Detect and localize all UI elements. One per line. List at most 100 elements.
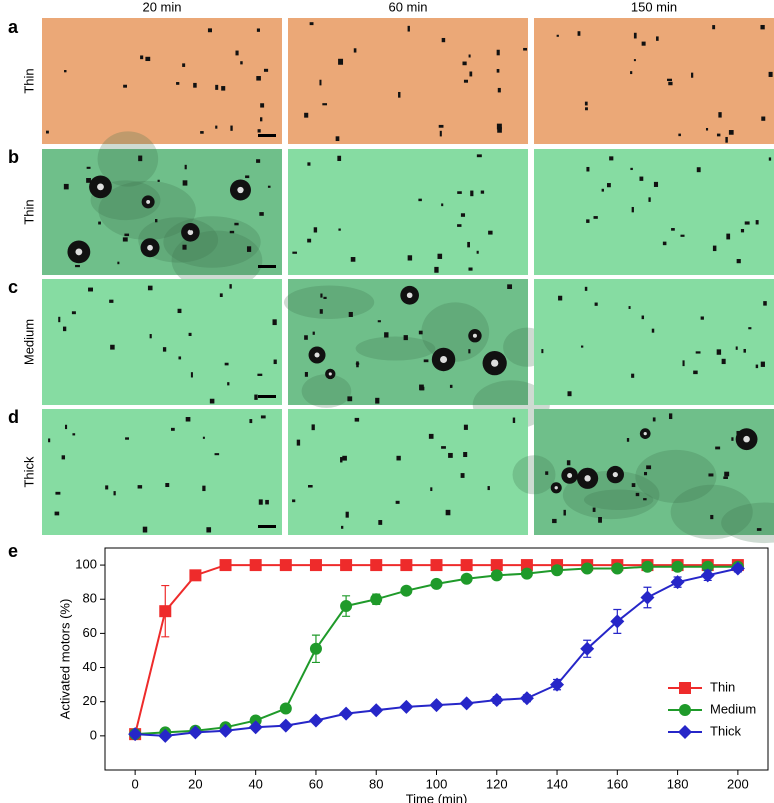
particle xyxy=(202,436,205,439)
particle xyxy=(395,500,400,504)
particle xyxy=(712,245,717,252)
particle xyxy=(267,185,271,188)
particle xyxy=(240,61,243,65)
row-label: Thin xyxy=(21,199,36,224)
particle xyxy=(260,103,265,108)
particle xyxy=(345,511,349,518)
data-point xyxy=(400,584,413,597)
particle xyxy=(601,188,604,192)
particle xyxy=(296,439,301,446)
particle xyxy=(449,384,453,388)
particle xyxy=(755,220,759,225)
particle xyxy=(438,124,444,128)
data-point xyxy=(340,559,353,572)
particle xyxy=(407,255,413,261)
particle xyxy=(680,234,685,237)
particle xyxy=(215,84,219,90)
particle xyxy=(137,485,143,489)
particle xyxy=(496,49,500,56)
bubble-core xyxy=(187,229,194,236)
particle xyxy=(384,332,389,338)
data-point xyxy=(159,605,172,618)
particle xyxy=(86,166,91,169)
data-point xyxy=(248,720,263,735)
particle xyxy=(671,228,675,231)
particle xyxy=(105,485,109,490)
particle xyxy=(441,446,446,449)
particle xyxy=(257,373,263,376)
data-point xyxy=(551,564,564,577)
particle xyxy=(628,306,631,309)
particle xyxy=(744,221,750,225)
particle xyxy=(265,499,269,505)
micrograph xyxy=(534,18,774,144)
particle xyxy=(249,419,253,424)
particle xyxy=(138,155,143,162)
particle xyxy=(214,453,220,456)
particle xyxy=(354,417,360,422)
particle xyxy=(338,228,341,231)
particle xyxy=(563,509,566,516)
bubble-core xyxy=(643,432,647,436)
particle xyxy=(221,86,226,91)
particle xyxy=(182,180,188,186)
particle xyxy=(320,293,323,298)
particle xyxy=(630,71,633,75)
particle xyxy=(488,230,493,235)
particle xyxy=(418,330,423,335)
particle xyxy=(497,87,501,93)
particle xyxy=(398,91,401,98)
micrograph xyxy=(42,409,282,535)
bubble-core xyxy=(440,355,448,363)
particle xyxy=(760,361,765,367)
data-point xyxy=(730,561,745,576)
particle xyxy=(234,222,239,226)
micrograph xyxy=(534,149,774,275)
particle xyxy=(407,25,410,32)
particle xyxy=(439,130,442,137)
particle xyxy=(755,364,759,369)
particle xyxy=(227,382,230,386)
x-tick-label: 40 xyxy=(248,776,262,791)
particle xyxy=(716,133,721,137)
particle xyxy=(586,219,590,223)
data-point xyxy=(279,702,292,715)
data-point xyxy=(370,593,383,606)
particle xyxy=(322,103,328,106)
y-tick-label: 80 xyxy=(83,591,97,606)
particle xyxy=(567,391,572,397)
particle xyxy=(592,507,596,512)
particle xyxy=(308,484,313,488)
particle xyxy=(463,79,469,83)
data-point xyxy=(460,572,473,585)
particle xyxy=(468,54,471,58)
particle xyxy=(75,264,80,268)
particle xyxy=(72,433,76,436)
particle xyxy=(125,437,129,440)
particle xyxy=(480,190,485,194)
particle xyxy=(48,438,51,443)
particle xyxy=(580,345,584,348)
particle xyxy=(307,162,311,166)
data-point xyxy=(430,577,443,590)
column-header: 60 min xyxy=(388,0,427,14)
bubble-core xyxy=(237,186,244,194)
particle xyxy=(609,156,614,161)
particle xyxy=(304,335,308,340)
particle xyxy=(304,371,308,377)
particle xyxy=(396,455,401,461)
particle xyxy=(209,398,215,404)
x-tick-label: 200 xyxy=(727,776,749,791)
panel-label: a xyxy=(8,17,19,37)
data-point xyxy=(550,677,565,692)
particle xyxy=(259,212,264,216)
data-point xyxy=(309,642,322,655)
data-point xyxy=(158,728,173,743)
shadow xyxy=(355,336,436,361)
particle xyxy=(566,460,571,466)
particle xyxy=(323,296,327,299)
particle xyxy=(556,34,559,37)
particle xyxy=(64,424,68,430)
shadow xyxy=(171,230,263,291)
particle xyxy=(245,175,250,179)
